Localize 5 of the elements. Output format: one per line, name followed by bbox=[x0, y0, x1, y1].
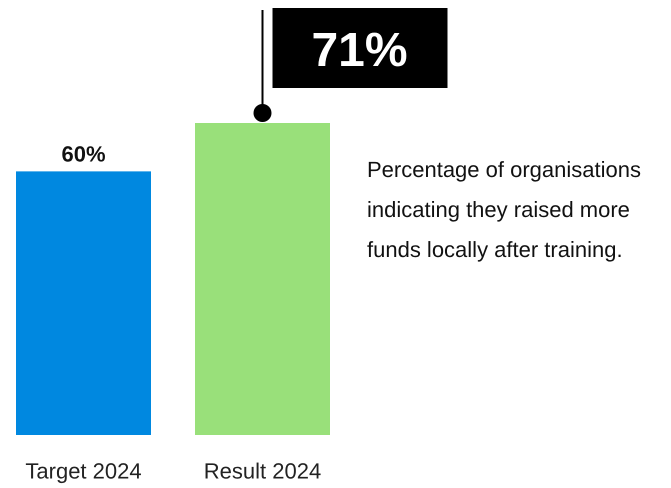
x-tick-label: Result 2024 bbox=[204, 458, 322, 484]
x-tick-label: Target 2024 bbox=[25, 458, 142, 484]
data-label: 71% bbox=[311, 24, 408, 77]
data-label: 60% bbox=[61, 141, 106, 166]
text: Percentage of organisations indicating they raised more funds locally after training. bbox=[367, 156, 642, 264]
